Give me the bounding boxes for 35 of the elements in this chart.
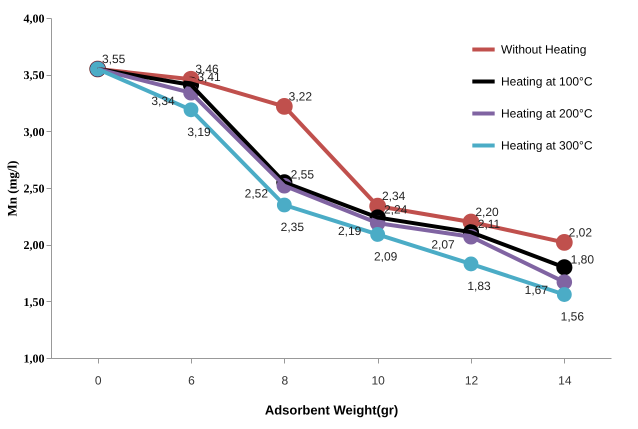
x-tick-label: 12	[464, 374, 478, 388]
data-label: 3,55	[102, 52, 126, 66]
data-label: 2,02	[568, 225, 592, 240]
x-tick-label: 8	[281, 374, 288, 388]
y-tick-label: 4,00	[24, 12, 44, 26]
y-tick-label: 3,00	[24, 124, 44, 139]
y-tick-label: 3,50	[24, 68, 44, 82]
y-axis-title: Mn (mg/l)	[4, 160, 20, 216]
x-axis-title: Adsorbent Weight(gr)	[264, 402, 398, 418]
data-label: 2,52	[244, 186, 268, 201]
legend-label: Heating at 200°C	[501, 106, 593, 120]
data-label: 1,67	[524, 283, 548, 298]
data-label: 2,55	[290, 167, 314, 182]
y-tick-label: 1,00	[24, 352, 44, 366]
y-tick-label: 2,00	[24, 238, 44, 252]
y-tick-label: 2,50	[24, 182, 44, 196]
x-tick-label: 10	[371, 374, 386, 388]
data-label: 1,56	[560, 310, 584, 324]
data-label: 2,34	[382, 189, 406, 204]
data-label: 1,80	[570, 252, 594, 266]
data-label: 2,20	[475, 205, 499, 219]
legend-label: Heating at 300°C	[501, 138, 593, 152]
legend-label: Without Heating	[501, 42, 586, 56]
data-label: 1,83	[467, 278, 491, 293]
y-tick-label: 1,50	[24, 294, 44, 309]
data-label: 3,19	[187, 124, 211, 139]
x-tick-label: 14	[558, 374, 572, 388]
data-label: 3,22	[288, 89, 312, 104]
legend-label: Heating at 100°C	[501, 74, 593, 88]
data-label: 2,07	[431, 238, 455, 252]
data-label: 2,19	[338, 224, 362, 238]
x-tick-label: 6	[188, 374, 196, 388]
x-tick-label: 0	[94, 374, 102, 388]
data-label: 2,35	[280, 220, 304, 234]
data-label: 2,09	[374, 249, 398, 264]
